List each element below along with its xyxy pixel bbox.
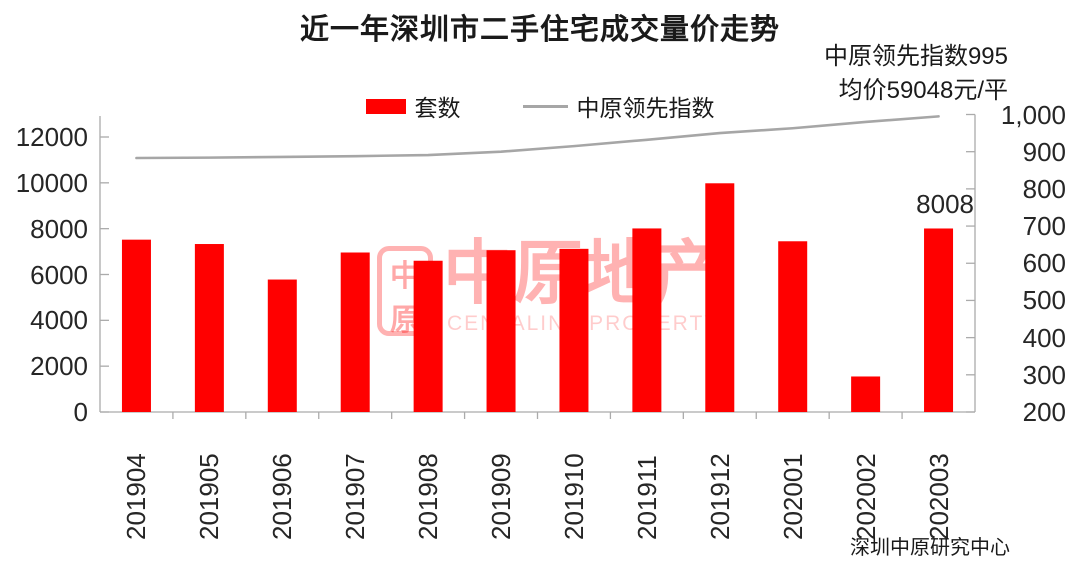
bar-201912 [705, 183, 735, 412]
legend-line-label: 中原领先指数 [576, 95, 715, 121]
bar-201905 [194, 244, 224, 412]
legend-bar-label: 套数 [414, 95, 461, 121]
chart-title: 近一年深圳市二手住宅成交量价走势 [299, 14, 780, 46]
top-right-annotation: 中原领先指数995 均价59048元/平 [824, 40, 1008, 108]
bar-202001 [778, 241, 808, 412]
bar-series-swatch [365, 98, 406, 114]
bar-201908 [413, 260, 443, 412]
bar-201909 [486, 250, 516, 412]
line-series-swatch [522, 104, 568, 108]
legend: 套数 中原领先指数 [0, 89, 1080, 123]
source-credit: 深圳中原研究中心 [850, 537, 1010, 559]
annotation-index-note: 中原领先指数995 [823, 43, 1008, 70]
index-line-series [135, 115, 940, 160]
last-bar-data-label: 8008 [916, 189, 974, 219]
bar-201907 [340, 252, 370, 412]
bar-201911 [632, 228, 662, 412]
bar-201904 [121, 239, 151, 412]
legend-item-line: 中原领先指数 [522, 89, 715, 123]
annotation-price-note: 均价59048元/平 [838, 77, 1008, 104]
bar-201906 [267, 279, 297, 412]
bar-202002 [851, 376, 881, 412]
legend-item-bar: 套数 [365, 89, 461, 123]
bar-201910 [559, 248, 589, 412]
bar-202003 [924, 228, 954, 412]
